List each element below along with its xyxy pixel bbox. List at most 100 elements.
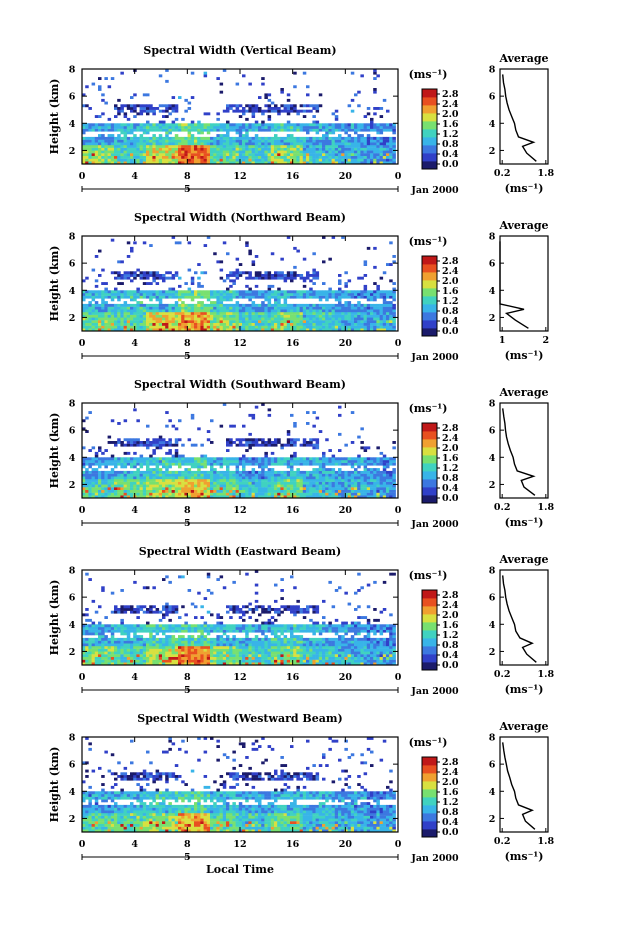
heatmap-cell xyxy=(123,492,128,496)
heatmap-cell xyxy=(341,161,345,165)
heatmap-cell xyxy=(270,470,275,474)
heatmap-cell xyxy=(370,126,374,129)
heatmap-cell xyxy=(376,107,380,110)
heatmap-cell xyxy=(280,90,284,94)
heatmap-cell xyxy=(235,492,240,496)
heatmap-cell xyxy=(226,107,230,110)
heatmap-cell xyxy=(194,462,198,466)
heatmap-cell xyxy=(366,128,371,132)
heatmap-cell xyxy=(293,109,297,113)
heatmap-cell xyxy=(94,293,99,296)
heatmap-cell xyxy=(123,153,128,156)
heatmap-cell xyxy=(104,489,108,493)
heatmap-cell xyxy=(85,158,89,162)
heatmap-cell xyxy=(261,468,265,471)
heatmap-cell xyxy=(299,293,304,296)
heatmap-cell xyxy=(88,126,92,129)
heatmap-cell xyxy=(123,134,128,137)
heatmap-cell xyxy=(270,276,275,280)
heatmap-cell xyxy=(261,150,265,154)
heatmap-cell xyxy=(184,282,188,285)
heatmap-cell xyxy=(344,306,348,310)
heatmap-cell xyxy=(168,136,172,140)
heatmap-cell xyxy=(306,441,310,444)
heatmap-cell xyxy=(210,492,214,496)
heatmap-cell xyxy=(222,479,227,482)
heatmap-cell xyxy=(139,147,144,151)
heatmap-cell xyxy=(370,290,374,294)
heatmap-cell xyxy=(238,115,243,118)
heatmap-cell xyxy=(270,476,275,480)
heatmap-cell xyxy=(91,314,96,318)
heatmap-cell xyxy=(101,268,105,272)
heatmap-cell xyxy=(293,71,297,75)
heatmap-cell xyxy=(94,470,99,474)
heatmap-cell xyxy=(152,107,156,110)
heatmap-cell xyxy=(168,104,172,108)
heatmap-cell xyxy=(350,314,355,318)
colorbar-swatch xyxy=(422,296,437,305)
heatmap-cell xyxy=(123,112,128,116)
heatmap-cell xyxy=(171,312,176,315)
heatmap-cell xyxy=(366,112,371,116)
heatmap-cell xyxy=(315,476,320,480)
heatmap-cell xyxy=(190,298,195,302)
heatmap-cell xyxy=(226,328,230,332)
heatmap-cell xyxy=(174,473,179,477)
heatmap-cell xyxy=(162,104,166,108)
heatmap-cell xyxy=(187,241,192,245)
heatmap-cell xyxy=(267,293,272,296)
heatmap-cell xyxy=(370,128,374,132)
heatmap-cell xyxy=(139,470,144,474)
heatmap-cell xyxy=(203,314,208,318)
heatmap-cell xyxy=(357,492,361,496)
heatmap-cell xyxy=(376,460,380,463)
heatmap-cell xyxy=(219,301,224,304)
heatmap-cell xyxy=(293,312,297,315)
heatmap-cell xyxy=(120,322,124,326)
heatmap-cell xyxy=(344,484,348,488)
heatmap-cell xyxy=(286,328,291,332)
heatmap-cell xyxy=(213,295,217,299)
heatmap-cell xyxy=(91,145,96,148)
heatmap-cell xyxy=(251,293,256,296)
heatmap-cell xyxy=(248,309,252,313)
heatmap-cell xyxy=(274,136,278,140)
heatmap-cell xyxy=(210,441,214,444)
heatmap-cell xyxy=(373,303,377,307)
heatmap-cell xyxy=(142,276,147,280)
heatmap-cell xyxy=(379,145,384,148)
heatmap-cell xyxy=(312,290,316,294)
heatmap-cell xyxy=(162,309,166,313)
heatmap-cell xyxy=(117,276,121,280)
heatmap-cell xyxy=(107,441,112,444)
heatmap-cell xyxy=(280,460,284,463)
heatmap-cell xyxy=(235,268,240,272)
heatmap-cell xyxy=(235,153,240,156)
heatmap-cell xyxy=(344,284,348,288)
heatmap-cell xyxy=(187,473,192,477)
heatmap-cell xyxy=(146,443,150,447)
heatmap-cell xyxy=(363,155,368,159)
heatmap-cell xyxy=(158,274,163,277)
heatmap-cell xyxy=(251,145,256,148)
heatmap-cell xyxy=(117,260,121,264)
heatmap-cell xyxy=(274,462,278,466)
heatmap-cell xyxy=(373,139,377,143)
heatmap-cell xyxy=(158,120,163,124)
heatmap-cell xyxy=(178,298,182,302)
heatmap-cell xyxy=(206,328,211,332)
heatmap-cell xyxy=(258,128,262,132)
colorbar-swatch xyxy=(422,129,437,138)
heatmap-cell xyxy=(197,282,201,285)
heatmap-cell xyxy=(286,476,291,480)
heatmap-cell xyxy=(85,457,89,461)
heatmap-cell xyxy=(206,290,211,294)
heatmap-cell xyxy=(366,293,371,296)
heatmap-cell xyxy=(126,325,131,329)
heatmap-cell xyxy=(235,487,240,490)
heatmap-cell xyxy=(267,470,272,474)
heatmap-cell xyxy=(261,312,265,315)
heatmap-cell xyxy=(235,158,240,162)
heatmap-cell xyxy=(258,443,262,447)
